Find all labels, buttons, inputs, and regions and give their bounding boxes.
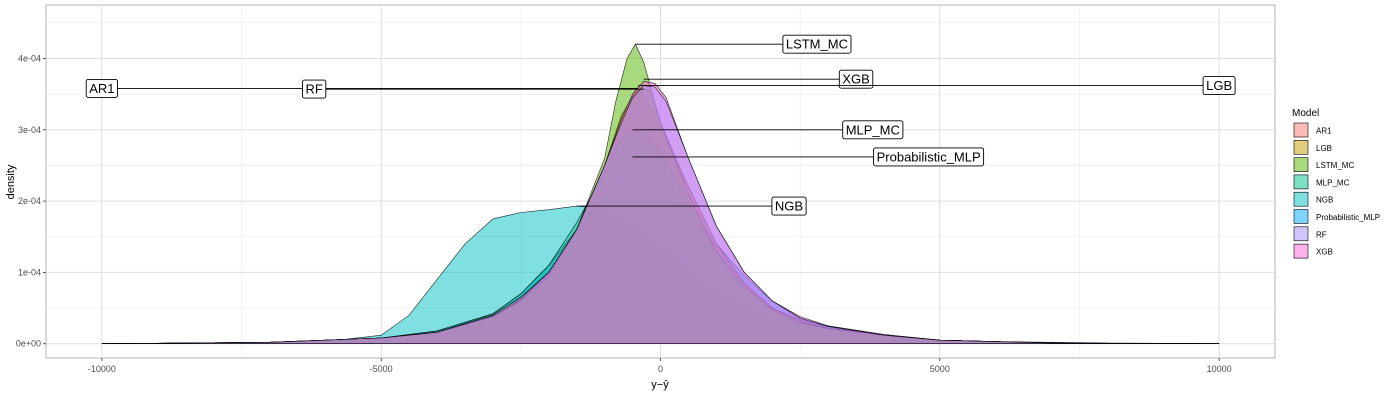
- callout-text-mlp-mc: MLP_MC: [846, 122, 900, 137]
- legend-title: Model: [1292, 108, 1319, 119]
- legend-label-lstm-mc: LSTM_MC: [1316, 161, 1354, 170]
- y-axis-title: density: [5, 164, 17, 199]
- x-tick-label: 5000: [930, 364, 950, 374]
- callout-label-ngb: NGB: [771, 196, 807, 216]
- x-tick-label: 10000: [1207, 364, 1232, 374]
- legend-label-ar1: AR1: [1316, 127, 1332, 136]
- peak-callouts: LSTM_MC XGB LGB AR1 RF MLP_MC Probabilistic_ML…: [85, 34, 1236, 216]
- legend-key-ar1: [1293, 122, 1309, 138]
- legend-label-lgb: LGB: [1316, 144, 1332, 153]
- callout-box-ngb: [771, 196, 807, 216]
- legend-key-lgb: [1293, 140, 1309, 155]
- callout-label-lgb: LGB: [1202, 76, 1236, 96]
- legend-label-xgb: XGB: [1316, 248, 1333, 257]
- y-tick-label: 1e-04: [18, 267, 41, 277]
- callout-box-xgb: [838, 69, 874, 89]
- legend-label-probabilistic-mlp: Probabilistic_MLP: [1316, 213, 1380, 222]
- callout-box-mlp-mc: [842, 120, 904, 140]
- legend: Model AR1 LGB LSTM_MC MLP_MC NGB Probabilisti…: [1292, 108, 1380, 259]
- legend-key-rf: [1293, 226, 1309, 242]
- callout-text-ar1: AR1: [89, 81, 114, 96]
- callout-text-probabilistic-mlp: Probabilistic_MLP: [877, 149, 981, 164]
- legend-key-mlp-mc: [1293, 174, 1309, 190]
- legend-label-rf: RF: [1316, 230, 1327, 239]
- legend-key-lstm-mc: [1293, 157, 1309, 172]
- callout-box-probabilistic-mlp: [873, 147, 985, 167]
- density-areas: [101, 43, 1220, 344]
- y-tick-label: 2e-04: [18, 196, 41, 206]
- callout-text-lgb: LGB: [1206, 78, 1232, 93]
- callout-label-lstm-mc: LSTM_MC: [782, 34, 852, 54]
- callout-text-rf: RF: [305, 82, 322, 97]
- callout-box-ar1: [85, 78, 118, 98]
- legend-key-xgb: [1293, 243, 1309, 259]
- legend-key-ngb: [1293, 191, 1309, 207]
- callout-box-lgb: [1202, 76, 1236, 96]
- legend-key-probabilistic-mlp: [1293, 209, 1309, 224]
- x-tick-label: 0: [658, 364, 663, 374]
- callout-label-mlp-mc: MLP_MC: [842, 120, 904, 140]
- callout-label-ar1: AR1: [85, 78, 118, 98]
- density-area-rf: [101, 85, 1220, 344]
- x-tick-label: -10000: [88, 364, 116, 374]
- callout-box-lstm-mc: [782, 34, 852, 54]
- x-tick-label: -5000: [370, 364, 393, 374]
- callout-label-probabilistic-mlp: Probabilistic_MLP: [873, 147, 985, 167]
- callout-text-xgb: XGB: [842, 72, 869, 87]
- callout-label-rf: RF: [302, 79, 327, 99]
- x-axis-title: y−ŷ: [651, 379, 669, 391]
- callout-text-lstm-mc: LSTM_MC: [786, 37, 848, 52]
- legend-label-ngb: NGB: [1316, 196, 1333, 205]
- legend-label-mlp-mc: MLP_MC: [1316, 178, 1350, 187]
- y-tick-label: 0e+00: [16, 339, 41, 349]
- y-tick-label: 3e-04: [18, 125, 41, 135]
- callout-label-xgb: XGB: [838, 69, 874, 89]
- axes: -10000 -5000 0 5000 10000 0e+00 1e-04 2e-04 3e-0…: [16, 53, 1232, 374]
- callout-box-rf: [302, 79, 327, 99]
- y-tick-label: 4e-04: [18, 53, 41, 63]
- callout-text-ngb: NGB: [775, 199, 803, 214]
